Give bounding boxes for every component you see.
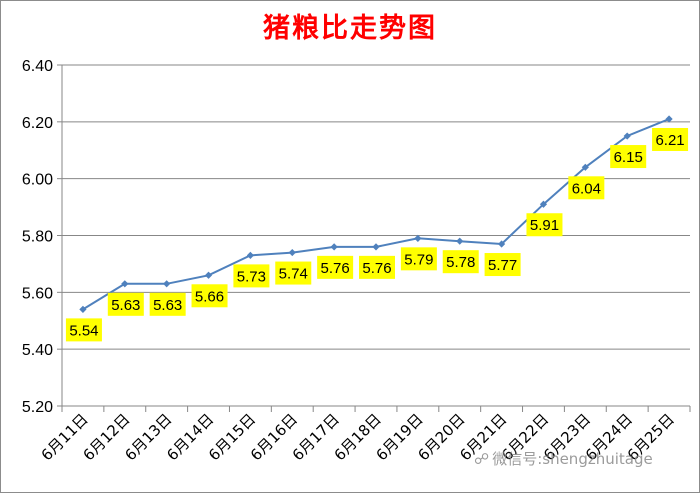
y-tick-label: 6.40	[22, 58, 53, 75]
data-label: 5.76	[317, 255, 354, 279]
data-point	[330, 243, 338, 251]
data-label-box	[442, 250, 479, 274]
data-label-text: 6.04	[572, 180, 601, 197]
data-label-box	[233, 264, 270, 288]
grid-lines	[62, 64, 690, 407]
data-label-box	[526, 213, 563, 237]
data-label-box	[149, 292, 186, 316]
data-label: 5.74	[275, 261, 312, 285]
data-labels: 5.54 5.63 5.63 5.66 5.73 5.74 5.76 5.76 5.79 5.78…	[65, 127, 689, 342]
data-label-box	[191, 284, 228, 308]
y-tick-label: 5.20	[22, 399, 53, 416]
data-point	[288, 248, 296, 257]
watermark-text: 微信号:shengzhuitage	[492, 450, 653, 468]
data-points	[79, 115, 673, 313]
chart-title: 猪粮比走势图	[263, 13, 437, 44]
watermark: ☍ 微信号:shengzhuitage	[474, 448, 653, 469]
data-label: 5.66	[191, 284, 228, 308]
data-label-box	[610, 145, 647, 169]
wechat-icon: ☍	[474, 450, 490, 468]
axes	[57, 64, 691, 412]
data-label: 6.04	[568, 176, 605, 200]
data-point	[414, 234, 422, 242]
data-label-text: 6.21	[655, 132, 684, 149]
data-label-text: 5.76	[321, 260, 350, 277]
data-label-text: 5.76	[362, 260, 391, 277]
data-point	[204, 271, 213, 279]
data-label-box	[484, 253, 521, 277]
data-point	[456, 237, 464, 245]
data-label: 5.78	[442, 250, 479, 274]
data-label-box	[317, 255, 354, 279]
data-label-text: 5.79	[404, 251, 433, 268]
data-label-text: 5.91	[530, 217, 559, 234]
data-label: 5.73	[233, 264, 270, 288]
data-label-box	[107, 292, 144, 316]
data-label: 6.15	[610, 145, 647, 169]
data-point	[665, 115, 673, 123]
data-label-text: 5.78	[446, 254, 475, 271]
data-point	[121, 280, 129, 288]
data-label-text: 5.63	[111, 297, 140, 314]
data-label: 5.76	[359, 255, 395, 279]
data-label: 5.63	[107, 292, 144, 316]
data-point	[372, 243, 380, 251]
series-line-path	[82, 118, 670, 311]
y-tick-label: 5.60	[22, 285, 53, 302]
data-label: 5.54	[65, 318, 102, 342]
data-label: 5.77	[484, 253, 521, 277]
data-point	[246, 251, 254, 259]
data-label-box	[359, 255, 395, 279]
y-tick-label: 5.80	[22, 229, 53, 246]
data-label: 6.21	[652, 127, 689, 151]
data-point	[498, 240, 506, 248]
y-tick-labels: 5.20 5.40 5.60 5.80 6.00 6.20 6.40	[22, 58, 53, 416]
y-tick-label: 5.40	[22, 342, 53, 359]
series-line	[82, 118, 670, 311]
data-point	[79, 305, 87, 313]
data-label-text: 5.54	[69, 322, 98, 339]
data-label-text: 5.77	[488, 257, 517, 274]
data-label-box	[568, 176, 605, 200]
data-label-box	[652, 127, 689, 151]
data-label-box	[65, 318, 102, 342]
y-tick-label: 6.20	[22, 115, 53, 132]
data-point	[623, 132, 631, 140]
data-label: 5.91	[526, 213, 563, 237]
data-point	[163, 280, 171, 288]
data-label-box	[275, 261, 312, 285]
data-label-text: 5.73	[237, 268, 266, 285]
data-label-text: 5.63	[153, 297, 182, 314]
data-point	[581, 163, 589, 171]
data-label-text: 5.66	[195, 288, 224, 305]
data-label: 5.79	[400, 247, 437, 271]
data-label-text: 6.15	[614, 149, 643, 166]
data-point	[539, 200, 548, 208]
y-tick-label: 6.00	[22, 172, 53, 189]
data-label-box	[400, 247, 437, 271]
data-label: 5.63	[149, 292, 186, 316]
data-label-text: 5.74	[279, 266, 308, 283]
